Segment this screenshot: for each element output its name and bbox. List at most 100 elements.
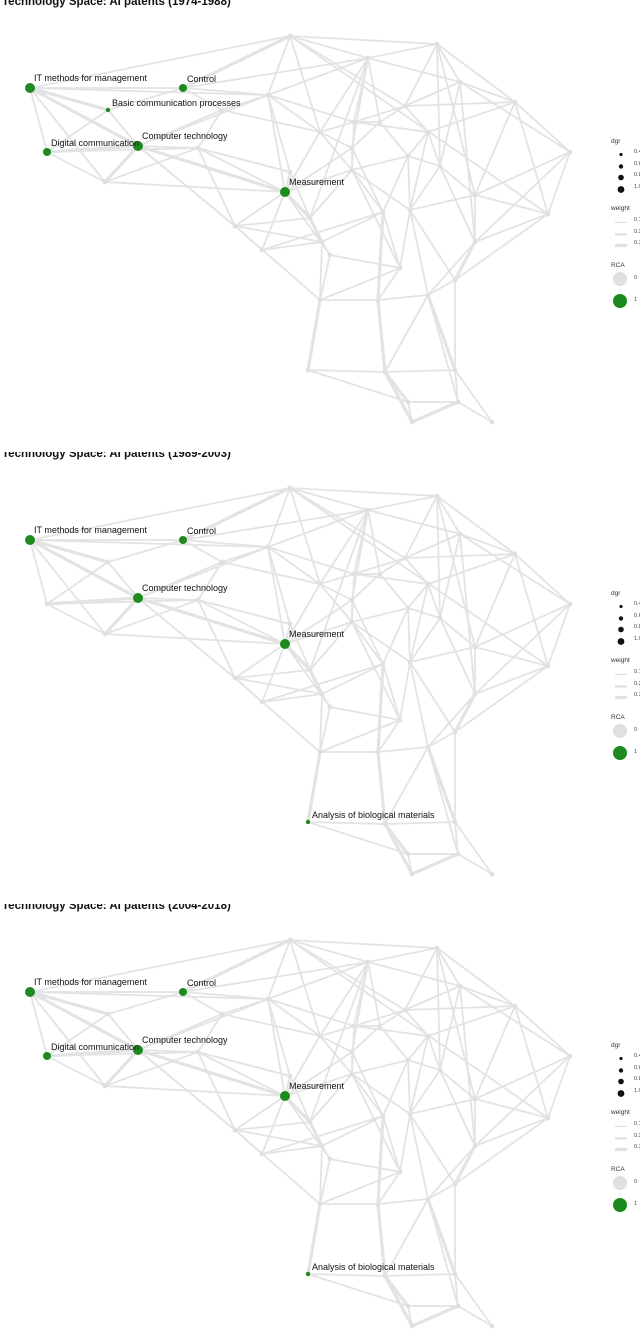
node [397, 717, 403, 723]
legend-weight-key [614, 1119, 628, 1130]
edge [384, 746, 429, 825]
edge [136, 596, 287, 646]
edge [384, 369, 456, 373]
node-rca [280, 1091, 290, 1101]
node-rca [179, 988, 187, 996]
edge [459, 985, 516, 1007]
node [405, 1303, 411, 1309]
edge [407, 1059, 411, 1115]
legend-dgr-label: 0.4 [634, 601, 640, 607]
edge [289, 487, 438, 497]
edge [319, 1035, 353, 1075]
legend-dgr-label: 1.0 [634, 183, 640, 190]
edge [407, 401, 413, 423]
edge [377, 719, 401, 753]
legend-dgr-key [614, 147, 628, 158]
edge [379, 121, 409, 157]
edge [319, 1171, 401, 1205]
node [455, 851, 461, 857]
edge [181, 34, 292, 90]
edge [514, 101, 571, 153]
edge [29, 539, 48, 605]
legend-weight-label: 0.2 [634, 1132, 640, 1139]
edge [46, 599, 199, 605]
edge [261, 211, 384, 251]
edge [454, 1117, 549, 1185]
edge [197, 1051, 236, 1131]
edge [307, 369, 386, 373]
legend-weight-key [614, 227, 628, 238]
edge [29, 539, 269, 548]
node [402, 1007, 408, 1013]
legend-weight-key [614, 238, 628, 249]
edge [351, 621, 384, 665]
edge [427, 294, 459, 403]
node [380, 661, 386, 667]
node [287, 33, 293, 39]
edge [409, 617, 441, 663]
node [307, 667, 313, 673]
edge [221, 561, 321, 585]
node [489, 419, 495, 425]
edge [351, 1073, 411, 1115]
node [545, 211, 551, 217]
edge [407, 131, 429, 157]
legend-weight-label: 0.2 [634, 680, 640, 687]
legend-weight-label: 0.3 [634, 1144, 640, 1150]
node [409, 419, 415, 425]
node [105, 559, 111, 565]
edge [382, 211, 401, 269]
legend-rca-title: RCA [611, 261, 625, 269]
edge [46, 147, 199, 153]
edge [351, 621, 401, 721]
edge [29, 87, 269, 96]
legend-dgr-label: 0.6 [634, 612, 640, 619]
edge [453, 240, 477, 282]
edge [309, 57, 369, 219]
edge [319, 693, 323, 753]
edge [379, 557, 406, 575]
edge [319, 573, 355, 585]
legend-dgr-label: 0.4 [634, 1053, 640, 1059]
legend-dgr-key [614, 622, 628, 633]
edge [197, 1013, 223, 1053]
edge [439, 617, 476, 695]
node-rca [133, 141, 143, 151]
legend-rca-label: 1 [634, 748, 638, 755]
edge [104, 1085, 286, 1097]
edge [514, 1005, 571, 1057]
edge [29, 35, 291, 89]
edge [547, 1055, 571, 1119]
edge [267, 487, 291, 548]
legend-dgr-title: dgr [611, 138, 621, 145]
node [375, 749, 381, 755]
edge [436, 495, 516, 555]
node [425, 1033, 431, 1039]
legend-rca-key [612, 271, 628, 287]
node [259, 699, 265, 705]
edge [321, 241, 331, 256]
edge [384, 1273, 456, 1277]
legend-dgr-key [614, 634, 628, 645]
edge [409, 209, 456, 281]
node [327, 1156, 333, 1162]
legend-dgr-label: 0.8 [634, 172, 640, 178]
node [452, 729, 458, 735]
node [195, 145, 201, 151]
edge [319, 254, 331, 301]
edge [28, 990, 140, 1052]
edge [319, 267, 401, 301]
edge [182, 539, 269, 548]
node [317, 1201, 323, 1207]
edge [399, 661, 411, 721]
edge [377, 294, 429, 301]
edge [454, 665, 549, 733]
edge [409, 131, 429, 211]
node [232, 223, 238, 229]
node-rca [105, 107, 111, 113]
edge [459, 81, 476, 243]
node [452, 277, 458, 283]
edge [383, 1274, 410, 1308]
edge [410, 400, 460, 424]
edge [289, 1075, 311, 1123]
